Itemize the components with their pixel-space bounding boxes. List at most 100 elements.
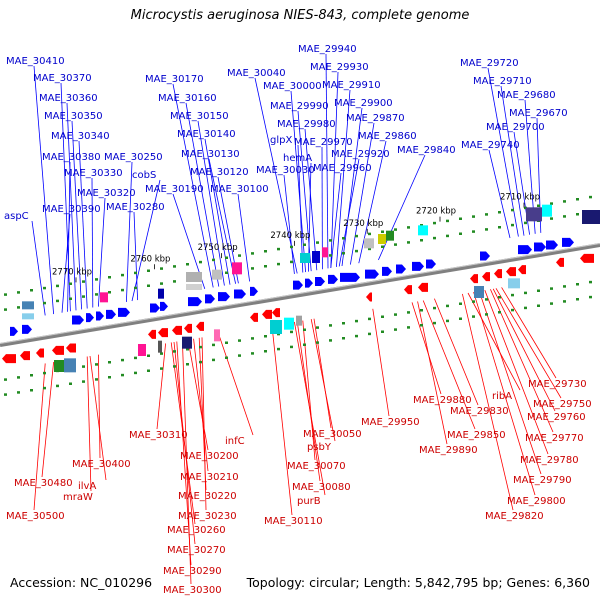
gene-label-bottom: MAE_29850 (447, 430, 506, 441)
feature-box (526, 207, 542, 222)
forward-gene (382, 266, 392, 276)
tick-dot (342, 337, 345, 340)
tick-dot (576, 283, 579, 286)
reverse-gene (36, 348, 44, 358)
tick-dot (342, 252, 345, 255)
tick-dot (186, 263, 189, 266)
tick-dot (147, 284, 150, 287)
gene-label-bottom: MAE_30070 (287, 461, 346, 472)
leader-line-bottom (193, 338, 209, 472)
leader-line-bottom (310, 319, 336, 442)
kbp-label: 2760 kbp (130, 254, 170, 264)
leader-line-bottom (98, 354, 101, 459)
leader-line-bottom (187, 339, 209, 451)
reverse-gene (262, 309, 272, 319)
gene-label-top: MAE_30150 (170, 111, 229, 122)
tick-dot (56, 284, 59, 288)
tick-dot (225, 341, 228, 344)
backbone (0, 243, 600, 347)
gene-label-top: MAE_30120 (190, 167, 249, 178)
tick-dot (108, 361, 111, 364)
tick-dot (56, 384, 59, 388)
reverse-gene (172, 325, 182, 335)
gene-label-bottom: MAE_30230 (178, 511, 237, 522)
tick-dot (173, 265, 176, 268)
reverse-gene (506, 267, 516, 277)
reverse-gene (20, 351, 30, 361)
gene-label-bottom: MAE_30210 (180, 472, 239, 483)
tick-dot (524, 206, 527, 210)
leader-line-top (133, 211, 138, 301)
gene-label-top: hemA (283, 153, 312, 164)
tick-dot (368, 247, 371, 251)
tick-dot (550, 202, 553, 205)
feature-box (158, 288, 164, 299)
tick-dot (589, 195, 592, 199)
tick-dot (30, 389, 33, 392)
forward-gene (562, 237, 574, 247)
forward-gene (480, 251, 490, 261)
feature-box (296, 315, 302, 326)
forward-gene (96, 311, 104, 321)
gene-label-top: MAE_29980 (277, 119, 336, 130)
forward-gene (426, 259, 436, 269)
tick-dot (95, 378, 98, 381)
reverse-gene (470, 274, 478, 284)
tick-dot (524, 306, 527, 310)
reverse-gene (66, 343, 76, 353)
tick-dot (225, 256, 228, 259)
forward-gene (365, 269, 379, 279)
reverse-gene (196, 321, 204, 331)
tick-dot (82, 280, 85, 283)
gene-label-bottom: MAE_30400 (72, 459, 131, 470)
gene-label-top: MAE_30100 (210, 184, 269, 195)
tick-dot (264, 250, 267, 253)
kbp-label: 2710 kbp (500, 193, 540, 203)
tick-dot (407, 326, 410, 329)
tick-dot (355, 234, 358, 238)
tick-dot (316, 326, 319, 329)
tick-dot (303, 328, 306, 331)
forward-gene (534, 242, 546, 252)
tick-dot (134, 371, 137, 375)
leader-line-top (197, 120, 225, 286)
gene-label-top: MAE_30160 (158, 93, 217, 104)
gene-label-top: MAE_29720 (460, 58, 519, 69)
tick-dot (329, 239, 332, 242)
tick-dot (446, 304, 449, 308)
leader-line-top (91, 177, 94, 308)
tick-dot (4, 293, 7, 296)
leader-line-top (290, 90, 306, 273)
forward-gene (218, 292, 230, 302)
tick-dot (69, 382, 72, 385)
tick-dot (43, 286, 46, 290)
tick-dot (498, 226, 501, 229)
gene-label-bottom: MAE_29750 (533, 399, 592, 410)
leader-line-top (71, 120, 82, 310)
leader-line-bottom (484, 290, 549, 455)
tick-dot (264, 335, 267, 338)
forward-gene (10, 326, 18, 336)
leader-line-bottom (501, 287, 557, 379)
tick-dot (355, 319, 358, 323)
gene-label-top: MAE_29840 (397, 145, 456, 156)
leader-line-bottom (422, 300, 476, 430)
tick-dot (498, 311, 501, 314)
tick-dot (420, 324, 423, 327)
gene-label-top: MAE_30390 (42, 204, 101, 215)
tick-dot (108, 276, 111, 279)
tick-dot (17, 376, 20, 379)
gene-label-bottom: ribA (492, 391, 512, 402)
tick-dot (225, 271, 228, 274)
tick-dot (134, 271, 137, 275)
tick-dot (381, 230, 384, 233)
tick-dot (433, 236, 436, 240)
leader-line-bottom (495, 288, 562, 399)
tick-dot (251, 267, 254, 270)
forward-gene (106, 309, 116, 319)
tick-dot (368, 332, 371, 336)
tick-dot (4, 308, 7, 311)
tick-dot (550, 287, 553, 290)
reverse-gene (556, 257, 564, 267)
